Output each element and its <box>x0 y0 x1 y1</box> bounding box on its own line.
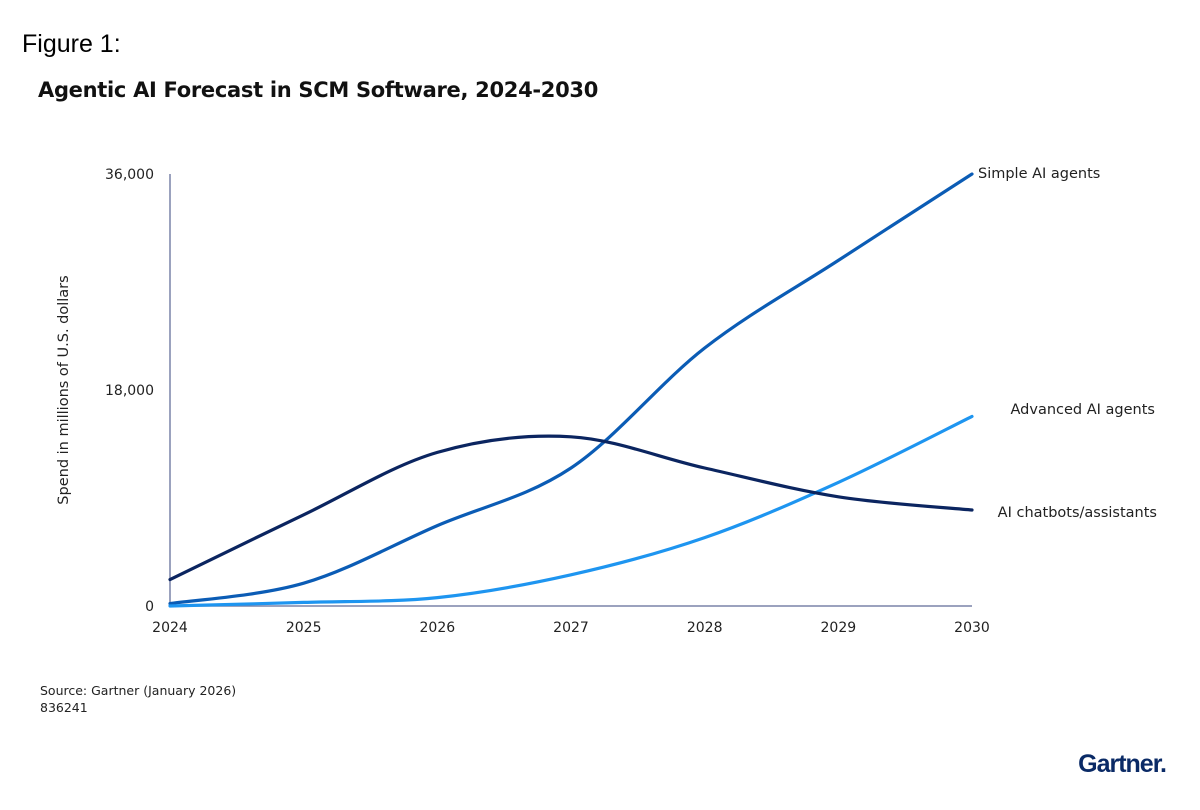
x-tick-label: 2024 <box>152 620 188 636</box>
series-labels: Simple AI agents Advanced AI agents AI cha… <box>978 166 1157 521</box>
y-tick-label: 0 <box>145 599 154 615</box>
y-axis-label: Spend in millions of U.S. dollars <box>56 275 72 504</box>
series-line-2 <box>168 434 974 582</box>
series-line-0 <box>168 172 974 606</box>
series-lines <box>168 172 974 608</box>
gartner-logo: Gartner. <box>1078 750 1167 778</box>
x-tick-label: 2029 <box>821 620 857 636</box>
x-tick-label: 2025 <box>286 620 322 636</box>
figure-id: 836241 <box>40 700 88 715</box>
x-tick-label: 2028 <box>687 620 723 636</box>
x-tick-label: 2030 <box>954 620 990 636</box>
series-label: Advanced AI agents <box>1011 402 1155 418</box>
y-tick-label: 36,000 <box>105 167 154 183</box>
y-tick-label: 18,000 <box>105 383 154 399</box>
source-text: Source: Gartner (January 2026) <box>40 683 237 698</box>
source-note: Source: Gartner (January 2026) 836241 <box>40 682 236 716</box>
series-line-1 <box>168 414 974 608</box>
x-tick-label: 2027 <box>553 620 589 636</box>
axes: 0 18,000 36,000 2024 2025 2026 2027 2028 2029 203… <box>105 167 990 636</box>
series-label: AI chatbots/assistants <box>998 505 1157 521</box>
chart-title: Agentic AI Forecast in SCM Software, 202… <box>38 78 599 102</box>
series-label: Simple AI agents <box>978 166 1100 182</box>
figure-label: Figure 1: <box>22 30 121 58</box>
x-tick-label: 2026 <box>420 620 456 636</box>
